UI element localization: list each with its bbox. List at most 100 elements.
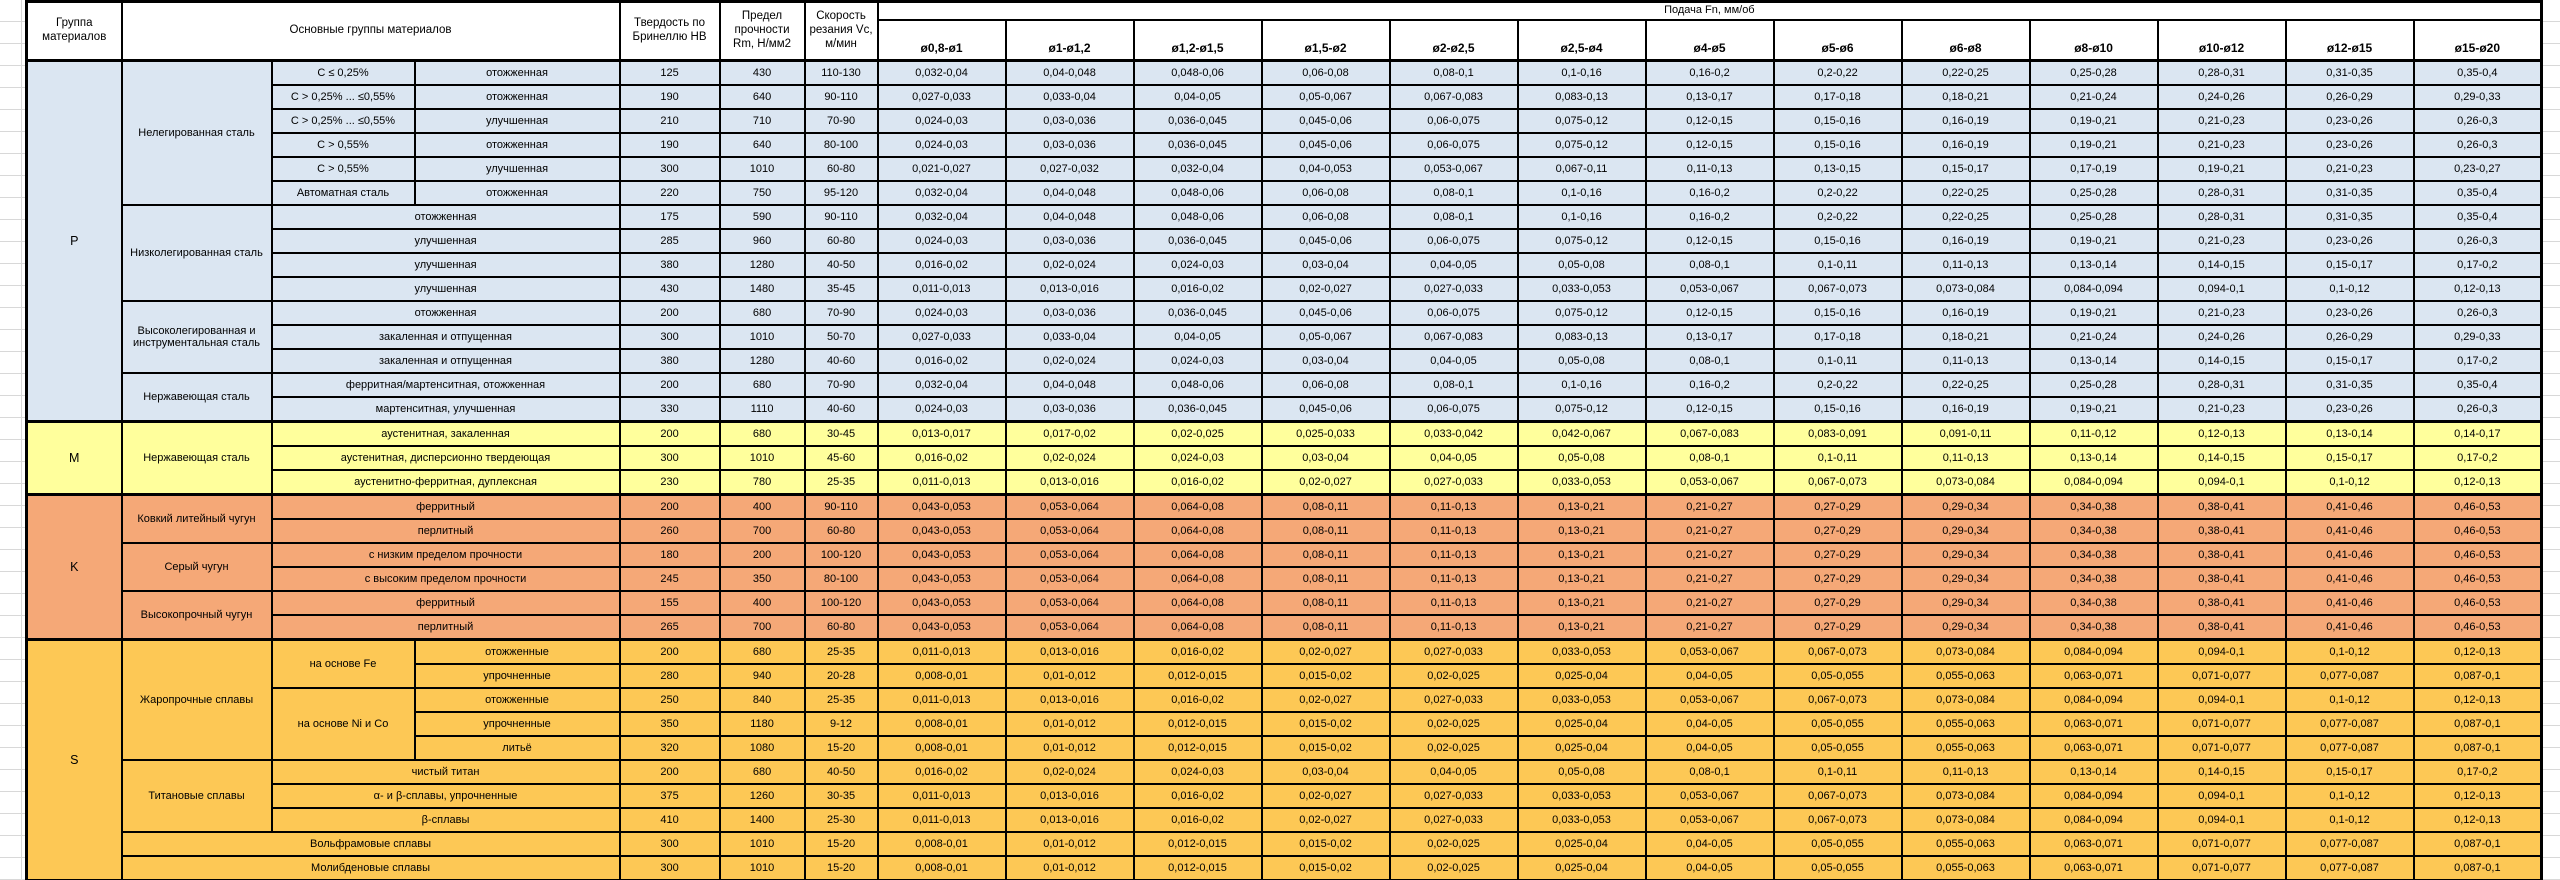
feed-diameter-col-header: ø15-ø20 (2412, 19, 2543, 62)
feed-cell: 0,084-0,094 (2028, 783, 2159, 809)
feed-cell: 0,012-0,015 (1132, 663, 1263, 689)
feed-cell: 0,033-0,042 (1388, 420, 1519, 447)
feed-cell: 0,15-0,17 (1900, 156, 2031, 182)
feed-cell: 0,03-0,036 (1004, 132, 1135, 158)
speed-cell: 60-80 (803, 614, 879, 641)
feed-cell: 0,013-0,016 (1004, 687, 1135, 713)
strength-cell: 680 (718, 759, 806, 785)
material-label-cell: C ≤ 0,25% (270, 59, 416, 86)
feed-cell: 0,05-0,08 (1516, 445, 1647, 471)
feed-cell: 0,26-0,3 (2412, 396, 2543, 423)
feed-cell: 0,011-0,013 (876, 807, 1007, 833)
feed-cell: 0,084-0,094 (2028, 469, 2159, 496)
feed-cell: 0,024-0,03 (1132, 348, 1263, 374)
material-label-cell: аустенитно-ферритная, дуплексная (270, 469, 621, 496)
feed-cell: 0,35-0,4 (2412, 180, 2543, 206)
feed-cell: 0,04-0,05 (1388, 348, 1519, 374)
feed-cell: 0,16-0,2 (1644, 372, 1775, 398)
strength-cell: 960 (718, 228, 806, 254)
table-row: Вольфрамовые сплавы 300 1010 15-20 0,008-0,0… (27, 831, 2543, 857)
feed-cell: 0,063-0,071 (2028, 711, 2159, 737)
hardness-cell: 410 (618, 807, 721, 833)
feed-cell: 0,027-0,033 (876, 324, 1007, 350)
feed-cell: 0,12-0,13 (2412, 276, 2543, 302)
speed-cell: 70-90 (803, 300, 879, 326)
feed-cell: 0,04-0,048 (1004, 204, 1135, 230)
material-label-cell: отожженные (413, 687, 621, 713)
feed-cell: 0,05-0,067 (1260, 84, 1391, 110)
feed-diameter-col-header: ø10-ø12 (2156, 19, 2287, 62)
feed-cell: 0,13-0,15 (1772, 156, 1903, 182)
feed-cell: 0,015-0,02 (1260, 663, 1391, 689)
table-row: упрочненные 280 940 20-28 0,008-0,01 0,01-0,0… (27, 663, 2543, 689)
feed-cell: 0,016-0,02 (1132, 783, 1263, 809)
feed-cell: 0,28-0,31 (2156, 180, 2287, 206)
strength-cell: 840 (718, 687, 806, 713)
feed-cell: 0,06-0,075 (1388, 132, 1519, 158)
feed-cell: 0,29-0,34 (1900, 590, 2031, 616)
feed-cell: 0,29-0,33 (2412, 324, 2543, 350)
feed-cell: 0,13-0,14 (2028, 759, 2159, 785)
feed-cell: 0,21-0,23 (2156, 396, 2287, 423)
feed-cell: 0,025-0,04 (1516, 855, 1647, 880)
speed-cell: 50-70 (803, 324, 879, 350)
material-label-cell: отожженная (413, 180, 621, 206)
feed-cell: 0,036-0,045 (1132, 300, 1263, 326)
feed-cell: 0,094-0,1 (2156, 469, 2287, 496)
feed-cell: 0,043-0,053 (876, 542, 1007, 568)
material-label-cell: отожженная (413, 84, 621, 110)
strength-cell: 640 (718, 132, 806, 158)
table-row: мартенситная, улучшенная 330 1110 40-60 0,02… (27, 396, 2543, 423)
feed-cell: 0,02-0,027 (1260, 807, 1391, 833)
speed-cell: 30-35 (803, 783, 879, 809)
feed-cell: 0,2-0,22 (1772, 59, 1903, 86)
feed-cell: 0,12-0,13 (2412, 783, 2543, 809)
header-speed: Скорость резания Vc, м/мин (803, 0, 879, 62)
feed-cell: 0,05-0,055 (1772, 711, 1903, 737)
feed-cell: 0,036-0,045 (1132, 396, 1263, 423)
material-label-cell: перлитный (270, 518, 621, 544)
feed-cell: 0,46-0,53 (2412, 614, 2543, 641)
feed-cell: 0,08-0,1 (1388, 372, 1519, 398)
feed-cell: 0,13-0,17 (1644, 84, 1775, 110)
feed-cell: 0,02-0,025 (1388, 855, 1519, 880)
feed-cell: 0,05-0,08 (1516, 252, 1647, 278)
feed-cell: 0,012-0,015 (1132, 831, 1263, 857)
feed-cell: 0,14-0,15 (2156, 759, 2287, 785)
feed-cell: 0,03-0,036 (1004, 300, 1135, 326)
feed-cell: 0,024-0,03 (876, 228, 1007, 254)
feed-cell: 0,04-0,05 (1132, 324, 1263, 350)
feed-cell: 0,18-0,21 (1900, 324, 2031, 350)
feed-cell: 0,045-0,06 (1260, 228, 1391, 254)
feed-cell: 0,011-0,013 (876, 783, 1007, 809)
feed-cell: 0,048-0,06 (1132, 59, 1263, 86)
feed-cell: 0,17-0,18 (1772, 84, 1903, 110)
hardness-cell: 300 (618, 156, 721, 182)
feed-cell: 0,13-0,17 (1644, 324, 1775, 350)
feed-cell: 0,04-0,05 (1644, 735, 1775, 761)
table-row: α- и β-сплавы, упрочненные 375 1260 30-35 0,… (27, 783, 2543, 809)
feed-cell: 0,016-0,02 (876, 445, 1007, 471)
material-label-cell: с низким пределом прочности (270, 542, 621, 568)
feed-cell: 0,11-0,13 (1388, 493, 1519, 520)
feed-cell: 0,46-0,53 (2412, 542, 2543, 568)
feed-diameter-col-header: ø1,5-ø2 (1260, 19, 1391, 62)
feed-cell: 0,02-0,024 (1004, 348, 1135, 374)
cutting-parameters-table: Группа материалов Основные группы матери… (25, 0, 2544, 880)
feed-cell: 0,21-0,23 (2156, 108, 2287, 134)
feed-cell: 0,21-0,27 (1644, 493, 1775, 520)
table-row: Серый чугун с низким пределом прочности 18… (27, 542, 2543, 592)
strength-cell: 680 (718, 420, 806, 447)
feed-cell: 0,13-0,21 (1516, 614, 1647, 641)
feed-cell: 0,077-0,087 (2284, 711, 2415, 737)
speed-cell: 90-110 (803, 493, 879, 520)
feed-cell: 0,2-0,22 (1772, 180, 1903, 206)
feed-cell: 0,033-0,053 (1516, 687, 1647, 713)
table-row: закаленная и отпущенная 380 1280 40-60 0,016… (27, 348, 2543, 374)
feed-diameter-header-row: ø0,8-ø1 ø1-ø1,2 ø1,2-ø1,5 ø1,5-ø2 ø2-ø2,5 ø2,… (27, 19, 2543, 62)
feed-cell: 0,033-0,04 (1004, 84, 1135, 110)
feed-cell: 0,02-0,025 (1388, 663, 1519, 689)
feed-cell: 0,027-0,033 (876, 84, 1007, 110)
feed-cell: 0,21-0,23 (2156, 228, 2287, 254)
feed-cell: 0,027-0,033 (1388, 687, 1519, 713)
